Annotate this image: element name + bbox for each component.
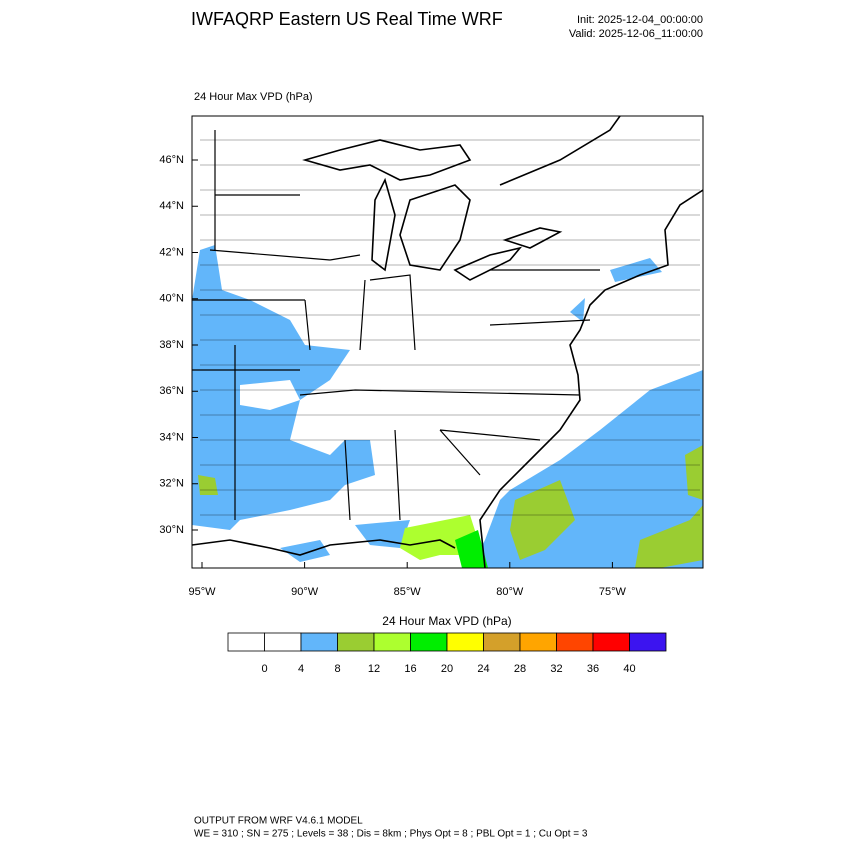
vpd-region	[240, 380, 300, 410]
vpd-region	[570, 298, 585, 322]
valid-time: Valid: 2025-12-06_11:00:00	[569, 28, 703, 40]
colorbar-box	[227, 632, 265, 652]
colorbar-label: 28	[514, 663, 526, 675]
lat-label: 44°N	[159, 200, 184, 212]
title: IWFAQRP Eastern US Real Time WRF	[191, 9, 503, 29]
colorbar-box	[519, 632, 557, 652]
colorbar-label: 4	[298, 663, 304, 675]
colorbar-box	[373, 632, 411, 652]
colorbar-label: 36	[587, 663, 599, 675]
colorbar-box	[483, 632, 521, 652]
colorbar-box	[629, 632, 667, 652]
colorbar-box	[337, 632, 375, 652]
lat-label: 36°N	[159, 385, 184, 397]
colorbar-label: 20	[441, 663, 453, 675]
vpd-region	[685, 445, 703, 500]
colorbar-box	[410, 632, 448, 652]
lat-label: 42°N	[159, 246, 184, 258]
lon-label: 90°W	[291, 586, 319, 598]
vpd-region	[635, 505, 703, 568]
footer-line: OUTPUT FROM WRF V4.6.1 MODEL	[194, 816, 363, 827]
colorbar-label: 16	[404, 663, 416, 675]
colorbar-label: 12	[368, 663, 380, 675]
map	[191, 115, 704, 569]
vpd-region	[280, 540, 330, 562]
colorbar-label: 40	[623, 663, 635, 675]
init-time: Init: 2025-12-04_00:00:00	[577, 14, 703, 26]
vpd-region	[455, 530, 488, 568]
colorbar-box	[446, 632, 484, 652]
colorbar-box	[264, 632, 302, 652]
colorbar-box	[592, 632, 630, 652]
lon-label: 75°W	[599, 586, 627, 598]
coastline	[192, 116, 703, 568]
lat-label: 46°N	[159, 154, 184, 166]
colorbar-label: 32	[550, 663, 562, 675]
vpd-region	[610, 258, 662, 282]
lat-label: 34°N	[159, 431, 184, 443]
vpd-region	[198, 475, 218, 495]
colorbar-box	[556, 632, 594, 652]
lat-label: 38°N	[159, 339, 184, 351]
colorbar-title: 24 Hour Max VPD (hPa)	[382, 614, 511, 628]
lon-label: 85°W	[394, 586, 422, 598]
colorbar-label: 8	[334, 663, 340, 675]
colorbar-box	[300, 632, 338, 652]
vpd-region	[510, 480, 575, 560]
footer-line: WE = 310 ; SN = 275 ; Levels = 38 ; Dis …	[194, 829, 588, 840]
lat-label: 30°N	[159, 524, 184, 536]
colorbar-label: 24	[477, 663, 489, 675]
map-frame	[191, 115, 704, 569]
lon-label: 80°W	[496, 586, 524, 598]
map-label: 24 Hour Max VPD (hPa)	[194, 91, 313, 103]
lat-label: 32°N	[159, 478, 184, 490]
lat-label: 40°N	[159, 293, 184, 305]
county-borders	[200, 139, 700, 516]
lon-label: 95°W	[188, 586, 216, 598]
colorbar-label: 0	[261, 663, 267, 675]
